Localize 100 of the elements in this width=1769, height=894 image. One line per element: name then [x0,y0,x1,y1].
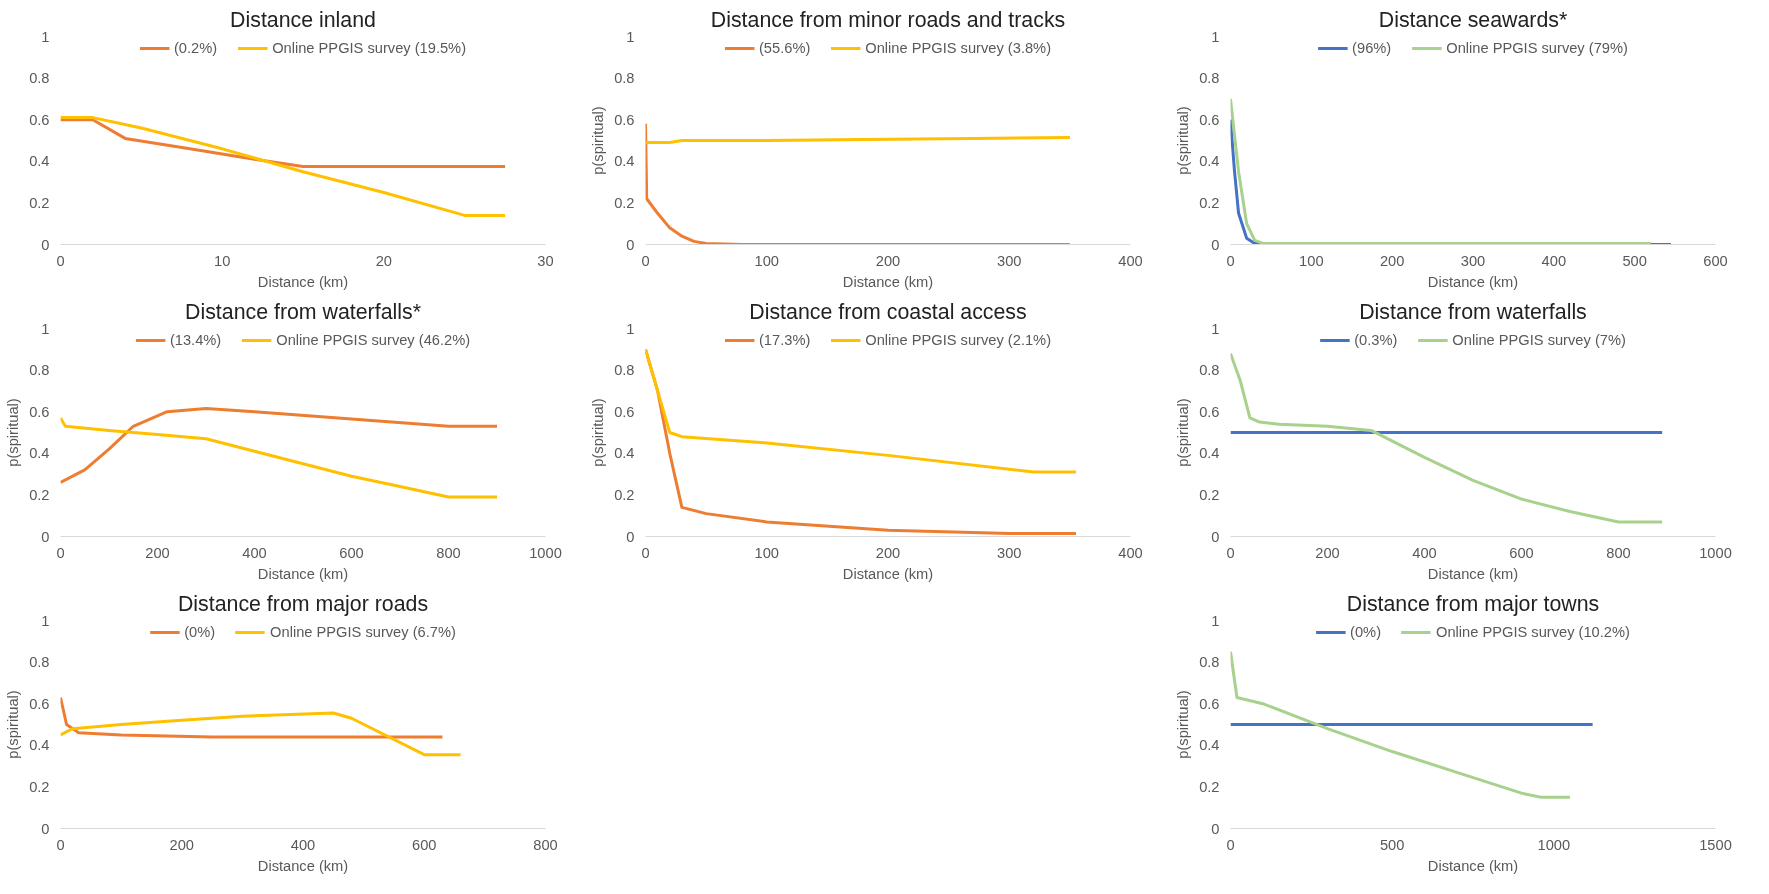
y-tick-label: 0.8 [29,654,50,671]
y-tick-label: 0 [41,236,50,253]
x-tick-label: 0 [1226,544,1235,561]
x-tick-label: 600 [1703,252,1728,269]
legend-label: Online PPGIS survey (19.5%) [272,40,467,56]
legend-label: (55.6%) [758,40,811,56]
y-tick-label: 0.4 [1199,737,1220,754]
y-tick-label: 0.2 [1199,194,1220,211]
x-tick-label: 1000 [1699,544,1732,561]
y-tick-label: 1 [41,320,50,337]
y-tick-label: 1 [1211,28,1220,45]
legend-label: Online PPGIS survey (6.7%) [270,624,456,640]
chart-title: Distance from waterfalls* [185,299,421,324]
x-tick-label: 0 [641,544,650,561]
x-tick-label: 400 [290,836,316,853]
legend-label: (96%) [1352,40,1392,56]
x-tick-label: 1500 [1699,836,1732,853]
legend-label: Online PPGIS survey (46.2%) [276,332,471,348]
y-tick-label: 0.2 [1199,486,1220,503]
chart-title: Distance from waterfalls [1359,299,1587,324]
y-tick-label: 1 [41,612,50,629]
chart-title: Distance from coastal access [749,299,1027,324]
y-tick-label: 0.8 [614,362,635,379]
x-tick-label: 0 [56,252,65,269]
y-axis-title: p(spiritual) [5,398,22,467]
x-tick-label: 600 [339,544,364,561]
x-tick-label: 300 [997,252,1022,269]
x-axis-title: Distance (km) [1427,273,1519,290]
y-tick-label: 0.2 [29,194,50,211]
x-tick-label: 1000 [1537,836,1571,853]
x-tick-label: 100 [754,544,779,561]
x-tick-label: 200 [1315,544,1340,561]
y-tick-label: 0.6 [29,111,50,128]
x-tick-label: 30 [537,252,554,269]
x-tick-label: 300 [1460,252,1486,269]
x-tick-label: 400 [1118,252,1143,269]
y-tick-label: 0 [1211,528,1220,545]
x-axis-title: Distance (km) [1427,857,1519,874]
x-tick-label: 10 [214,252,231,269]
x-tick-label: 400 [1541,252,1567,269]
x-tick-label: 1000 [529,544,562,561]
y-tick-label: 0.2 [614,486,635,503]
x-tick-label: 0 [641,252,650,269]
y-tick-label: 0.2 [1199,778,1220,795]
y-tick-label: 0 [626,236,635,253]
legend-label: (0%) [1350,624,1382,640]
y-tick-label: 0.4 [1199,445,1220,462]
y-tick-label: 0.4 [29,153,50,170]
y-tick-label: 0.8 [614,70,635,87]
x-tick-label: 200 [169,836,194,853]
y-tick-label: 0 [1211,236,1220,253]
y-tick-label: 0 [41,528,50,545]
y-tick-label: 0.4 [614,153,635,170]
legend-label: (0.2%) [173,40,218,56]
x-tick-label: 400 [1412,544,1437,561]
y-tick-label: 0.4 [29,445,50,462]
legend-label: (17.3%) [758,332,811,348]
x-tick-label: 200 [1379,252,1405,269]
legend-label: (0%) [184,624,216,640]
y-tick-label: 0 [41,820,50,837]
y-tick-label: 1 [41,28,50,45]
y-tick-label: 1 [1211,320,1220,337]
y-tick-label: 0.6 [1199,111,1220,128]
y-axis-title: p(spiritual) [590,106,607,175]
y-tick-label: 0.4 [614,445,635,462]
y-tick-label: 0.8 [29,70,50,87]
y-tick-label: 0.8 [1199,654,1220,671]
x-axis-title: Distance (km) [257,857,349,874]
x-tick-label: 0 [56,544,65,561]
chart-title: Distance from major roads [177,591,429,616]
y-tick-label: 0 [626,528,635,545]
y-tick-label: 0.8 [1199,70,1220,87]
x-axis-title: Distance (km) [257,273,349,290]
y-axis-title: p(spiritual) [1175,106,1192,175]
y-axis-title: p(spiritual) [1175,690,1192,759]
y-tick-label: 1 [626,320,635,337]
x-axis-title: Distance (km) [257,565,349,582]
x-tick-label: 300 [997,544,1022,561]
x-axis-title: Distance (km) [842,273,934,290]
x-axis-title: Distance (km) [1427,565,1519,582]
y-tick-label: 0.6 [1199,403,1220,420]
legend-label: (13.4%) [169,332,222,348]
x-tick-label: 20 [375,252,392,269]
x-tick-label: 200 [875,252,901,269]
x-tick-label: 800 [533,836,558,853]
y-tick-label: 0.6 [614,403,635,420]
x-tick-label: 500 [1379,836,1405,853]
y-tick-label: 0.6 [1199,695,1220,712]
x-tick-label: 200 [875,544,901,561]
chart-title: Distance seawards* [1378,7,1568,32]
x-tick-label: 600 [412,836,437,853]
legend-label: Online PPGIS survey (79%) [1446,40,1628,56]
x-tick-label: 400 [242,544,267,561]
x-tick-label: 600 [1509,544,1534,561]
chart-title: Distance from major towns [1346,591,1600,616]
y-tick-label: 1 [1211,612,1220,629]
y-axis-title: p(spiritual) [590,398,607,467]
x-tick-label: 400 [1118,544,1143,561]
x-tick-label: 100 [754,252,779,269]
x-axis-title: Distance (km) [842,565,934,582]
